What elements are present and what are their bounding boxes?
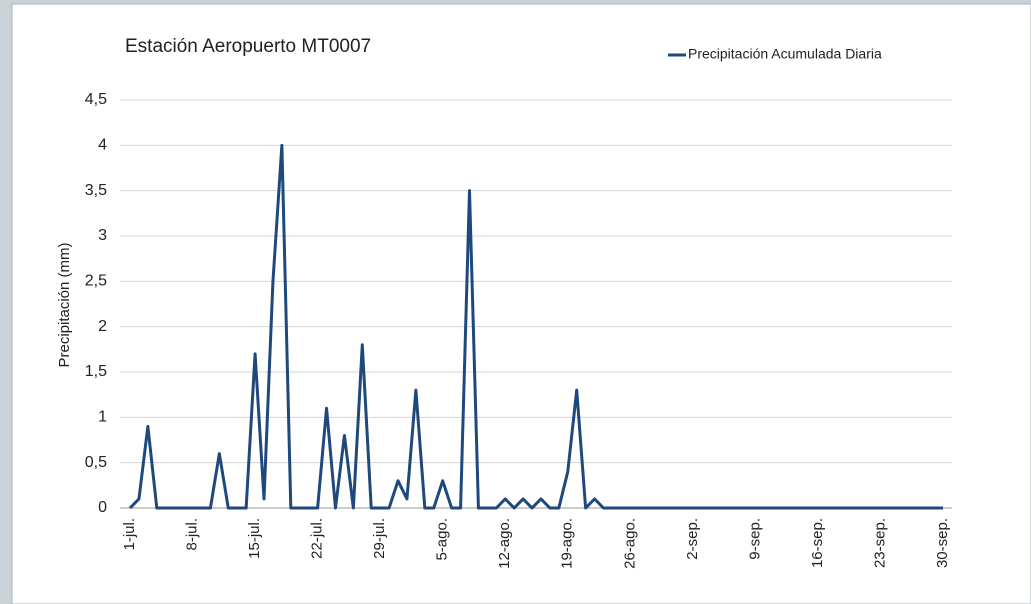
y-tick-label: 4,5 (85, 91, 107, 108)
x-tick-label: 22-jul. (309, 518, 326, 559)
x-tick-label: 1-jul. (121, 518, 138, 551)
x-tick-label: 29-jul. (371, 518, 388, 559)
y-tick-label: 3,5 (85, 182, 107, 199)
y-tick-label: 2,5 (85, 273, 107, 290)
y-tick-label: 4 (98, 137, 107, 154)
chart-title: Estación Aeropuerto MT0007 (125, 36, 371, 57)
x-tick-label: 16-sep. (809, 518, 826, 568)
y-tick-label: 0 (98, 499, 107, 516)
y-tick-label: 1 (98, 409, 107, 426)
x-tick-label: 8-jul. (184, 518, 201, 551)
x-tick-label: 2-sep. (684, 518, 701, 560)
y-tick-label: 2 (98, 318, 107, 335)
x-tick-label: 12-ago. (496, 518, 513, 569)
x-tick-label: 9-sep. (746, 518, 763, 560)
x-tick-label: 19-ago. (559, 518, 576, 569)
y-tick-label: 3 (98, 227, 107, 244)
y-tick-label: 0,5 (85, 454, 107, 471)
x-tick-label: 30-sep. (934, 518, 951, 568)
data-line (128, 143, 943, 510)
chart-panel (11, 3, 1031, 604)
x-tick-label: 15-jul. (246, 518, 263, 559)
x-tick-label: 23-sep. (871, 518, 888, 568)
y-axis-label: Precipitación (mm) (56, 242, 73, 367)
y-tick-label: 1,5 (85, 363, 107, 380)
x-tick-label: 5-ago. (434, 518, 451, 561)
legend-label: Precipitación Acumulada Diaria (688, 46, 882, 62)
x-tick-label: 26-ago. (621, 518, 638, 569)
